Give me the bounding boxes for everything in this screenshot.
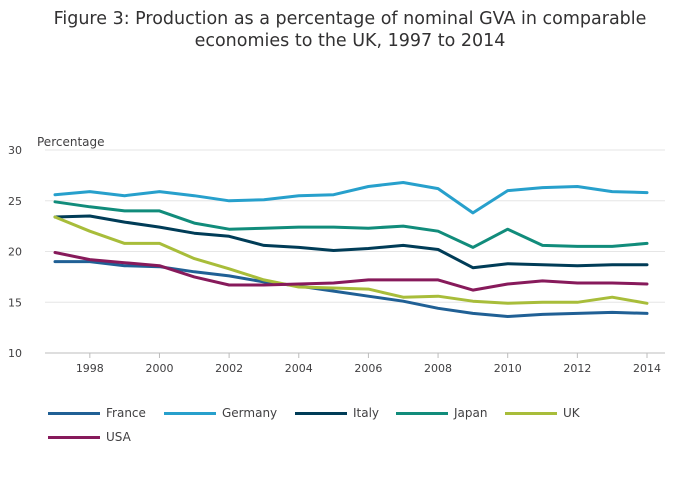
legend-swatch <box>505 411 557 415</box>
x-tick-label: 2012 <box>563 362 591 375</box>
line-chart: 10 15 20 25 30 1998 2000 2002 2004 2006 2008 2010 20… <box>8 135 665 375</box>
legend-item-germany[interactable]: Germany <box>164 404 277 422</box>
series-line-usa <box>53 251 649 292</box>
legend-label: Italy <box>353 406 380 420</box>
chart-title-line-1: Figure 3: Production as a percentage of … <box>53 9 647 29</box>
legend-swatch <box>164 411 216 415</box>
series-line-uk <box>53 215 649 305</box>
x-tick-label: 2000 <box>145 362 173 375</box>
legend-swatch <box>295 411 347 415</box>
y-tick-label: 15 <box>8 296 22 309</box>
y-tick-label: 30 <box>8 144 22 157</box>
legend-label: UK <box>563 406 580 420</box>
y-tick-label: 25 <box>8 195 22 208</box>
x-tick-label: 2008 <box>424 362 452 375</box>
x-tick-label: 2014 <box>633 362 661 375</box>
legend-item-uk[interactable]: UK <box>505 404 580 422</box>
y-tick-label: 10 <box>8 347 22 360</box>
x-tick-label: 2004 <box>285 362 313 375</box>
legend-label: Japan <box>454 406 488 420</box>
legend-swatch <box>48 411 100 415</box>
series-line-japan <box>53 200 649 249</box>
legend-label: Germany <box>222 406 278 420</box>
legend-item-france[interactable]: France <box>48 404 146 422</box>
legend-item-usa[interactable]: USA <box>48 428 131 446</box>
chart-title-line-2: economies to the UK, 1997 to 2014 <box>194 31 506 51</box>
y-axis-label: Percentage <box>37 135 105 149</box>
chart-series <box>53 181 649 318</box>
y-tick-label: 20 <box>8 246 22 259</box>
chart-grid <box>45 149 665 303</box>
legend-label: USA <box>106 430 131 444</box>
x-tick-label: 2006 <box>354 362 382 375</box>
legend-swatch <box>48 435 100 439</box>
series-line-italy <box>53 214 649 270</box>
chart-axes: 10 15 20 25 30 1998 2000 2002 2004 2006 2008 2010 20… <box>8 144 665 375</box>
chart-title: Figure 3: Production as a percentage of … <box>0 8 700 52</box>
legend-item-japan[interactable]: Japan <box>396 404 487 422</box>
x-tick-label: 2002 <box>215 362 243 375</box>
series-line-germany <box>53 181 649 215</box>
legend-item-italy[interactable]: Italy <box>295 404 379 422</box>
legend-swatch <box>396 411 448 415</box>
legend-label: France <box>106 406 146 420</box>
x-tick-label: 2010 <box>494 362 522 375</box>
x-tick-label: 1998 <box>76 362 104 375</box>
